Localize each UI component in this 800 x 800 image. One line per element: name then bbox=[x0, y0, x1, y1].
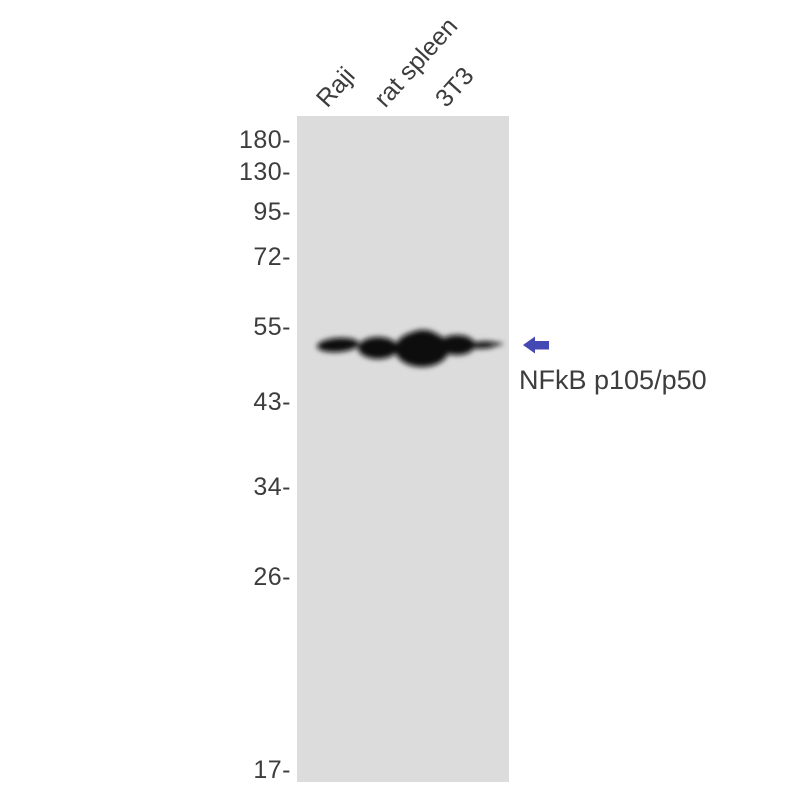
marker-label-130: 130- bbox=[238, 158, 291, 186]
left-arrow-shape bbox=[523, 336, 549, 354]
protein-band-blot bbox=[317, 330, 503, 367]
marker-label-180: 180- bbox=[238, 126, 291, 154]
marker-label-95: 95- bbox=[253, 198, 291, 226]
marker-label-55: 55- bbox=[253, 313, 291, 341]
blot-membrane bbox=[297, 116, 509, 782]
marker-label-43: 43- bbox=[253, 388, 291, 416]
marker-label-72: 72- bbox=[253, 243, 291, 271]
marker-label-34: 34- bbox=[253, 473, 291, 501]
marker-label-26: 26- bbox=[253, 563, 291, 591]
lane-label-3t3: 3T3 bbox=[429, 61, 480, 113]
target-protein-label: NFkB p105/p50 bbox=[519, 365, 707, 395]
left-arrow-icon bbox=[523, 336, 549, 354]
marker-label-17: 17- bbox=[253, 756, 291, 784]
lane-label-raji: Raji bbox=[310, 61, 361, 113]
